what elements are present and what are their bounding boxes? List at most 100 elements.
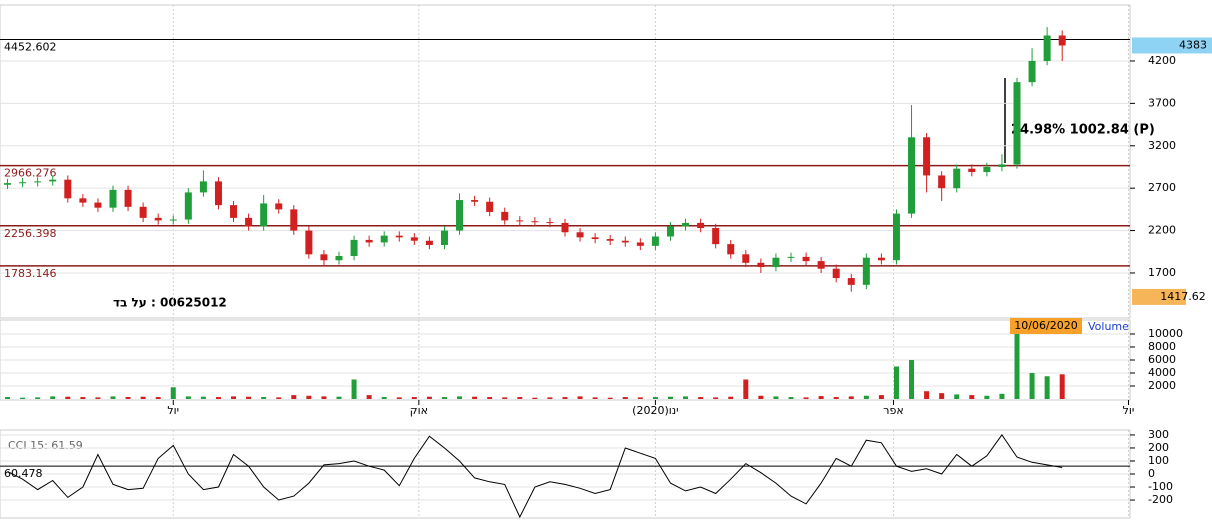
volume-bar: [457, 396, 463, 399]
volume-bar: [155, 397, 161, 399]
y-tick-label: 1700: [1148, 266, 1176, 279]
candle-body: [94, 202, 102, 208]
y-tick-label: 4200: [1148, 54, 1176, 67]
candle-body: [395, 235, 403, 238]
volume-bar: [743, 379, 749, 399]
candle-body: [350, 239, 358, 257]
volume-bar: [95, 397, 101, 399]
volume-bar: [1014, 320, 1020, 399]
volume-bar: [984, 395, 990, 399]
candle-body: [651, 236, 659, 246]
volume-bar: [878, 395, 884, 399]
last-price-box: [1132, 37, 1212, 54]
y-tick-label: 2200: [1148, 224, 1176, 237]
candle-body: [260, 203, 268, 227]
candle-body: [862, 257, 870, 285]
candle-body: [591, 237, 599, 240]
volume-bar: [667, 396, 673, 399]
candle-body: [305, 230, 313, 255]
volume-bar: [336, 396, 342, 399]
candle-body: [742, 254, 750, 263]
volume-bar: [683, 396, 689, 399]
y-tick-label: 10000: [1148, 327, 1183, 340]
candle-body: [64, 179, 72, 199]
candle-body: [998, 164, 1006, 167]
candle-body: [456, 200, 464, 231]
candle-body: [410, 237, 418, 241]
volume-bar: [607, 397, 613, 399]
candle-body: [1058, 35, 1066, 46]
volume-title: Volume: [1088, 320, 1129, 333]
candle-body: [636, 242, 644, 246]
candle-body: [230, 205, 238, 218]
volume-bar: [637, 397, 643, 399]
volume-bar: [381, 397, 387, 399]
candle-body: [139, 206, 147, 218]
volume-bar: [125, 397, 131, 399]
candle-body: [938, 175, 946, 189]
candle-body: [471, 200, 479, 202]
candle-body: [772, 257, 780, 268]
volume-bar: [773, 396, 779, 399]
volume-bar: [547, 397, 553, 399]
x-tick-label: יול: [167, 404, 179, 417]
volume-bar: [502, 397, 508, 399]
volume-bar: [80, 397, 86, 399]
volume-bar: [517, 397, 523, 399]
volume-bar: [622, 397, 628, 399]
volume-bar: [758, 395, 764, 399]
volume-bar: [532, 397, 538, 399]
candle-body: [697, 222, 705, 229]
candle-body: [968, 168, 976, 173]
volume-bar: [1059, 374, 1065, 399]
candle-body: [425, 240, 433, 245]
volume-bar: [200, 396, 206, 399]
candle-body: [440, 230, 448, 245]
volume-bar: [441, 397, 447, 399]
volume-bar: [65, 396, 71, 399]
volume-bar: [396, 397, 402, 399]
volume-bar: [652, 397, 658, 399]
volume-bar: [728, 396, 734, 399]
level-label: 2966.276: [4, 167, 57, 180]
x-tick-label: ינו(2020): [632, 404, 678, 417]
candle-body: [486, 201, 494, 212]
volume-bar: [306, 395, 312, 399]
annotation: 24.98% 1002.84 (P): [1011, 123, 1155, 138]
volume-bar: [185, 396, 191, 399]
candle-body: [546, 222, 554, 224]
volume-bar: [231, 396, 237, 399]
volume-bar: [140, 396, 146, 399]
candle-body: [923, 137, 931, 176]
x-tick-label: אפר: [883, 404, 903, 417]
candle-body: [727, 244, 735, 255]
y-tick-label: 2000: [1148, 379, 1176, 392]
volume-bar: [35, 397, 41, 399]
date-label: 10/06/2020: [1014, 319, 1077, 332]
volume-bar: [954, 394, 960, 399]
candle-body: [682, 222, 690, 227]
volume-bar: [20, 397, 26, 399]
price-panel: [0, 4, 1131, 319]
bottom-value-box: [1132, 288, 1186, 305]
volume-bar: [803, 397, 809, 399]
cci-line: [7, 434, 1063, 519]
y-tick-label: 4000: [1148, 366, 1176, 379]
candle-body: [214, 181, 222, 206]
candle-body: [817, 261, 825, 269]
candle-body: [169, 219, 177, 221]
candle-body: [953, 168, 961, 189]
candle-body: [335, 256, 343, 261]
volume-bar: [276, 397, 282, 399]
candle-body: [561, 222, 569, 233]
volume-bar: [5, 397, 11, 399]
volume-bar: [487, 397, 493, 399]
candle-body: [877, 257, 885, 261]
candle-body: [320, 254, 328, 261]
candle-body: [34, 181, 42, 183]
date-box: [1010, 318, 1082, 334]
volume-bar: [999, 393, 1005, 399]
y-tick-label: 6000: [1148, 353, 1176, 366]
volume-bar: [577, 396, 583, 399]
cci-title: CCI 15: 61.59: [8, 439, 83, 452]
